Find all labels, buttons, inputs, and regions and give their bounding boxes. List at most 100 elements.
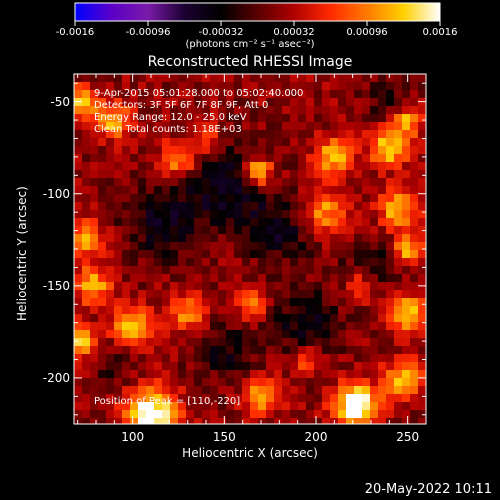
- heatmap-cell: [138, 170, 147, 179]
- heatmap-cell: [258, 266, 267, 275]
- heatmap-cell: [322, 210, 331, 219]
- heatmap-cell: [418, 378, 426, 387]
- heatmap-cell: [370, 122, 379, 131]
- heatmap-cell: [202, 218, 211, 227]
- heatmap-cell: [170, 202, 179, 211]
- heatmap-cell: [354, 242, 363, 251]
- heatmap-cell: [170, 234, 179, 243]
- heatmap-cell: [186, 282, 195, 291]
- heatmap-cell: [314, 154, 323, 163]
- heatmap-cell: [250, 130, 259, 139]
- heatmap-cell: [330, 98, 339, 107]
- heatmap-cell: [218, 266, 227, 275]
- heatmap-cell: [266, 114, 275, 123]
- heatmap-cell: [418, 162, 426, 171]
- heatmap-cell: [162, 418, 171, 424]
- heatmap-cell: [130, 266, 139, 275]
- heatmap-cell: [346, 378, 355, 387]
- heatmap-cell: [178, 290, 187, 299]
- heatmap-cell: [154, 146, 163, 155]
- heatmap-cell: [394, 258, 403, 267]
- heatmap-cell: [106, 354, 115, 363]
- heatmap-cell: [146, 274, 155, 283]
- heatmap-cell: [114, 178, 123, 187]
- heatmap-cell: [330, 314, 339, 323]
- heatmap-cell: [346, 154, 355, 163]
- heatmap-cell: [210, 146, 219, 155]
- heatmap-cell: [146, 90, 155, 99]
- heatmap-cell: [178, 146, 187, 155]
- heatmap-cell: [314, 202, 323, 211]
- heatmap-cell: [314, 274, 323, 283]
- heatmap-cell: [194, 258, 203, 267]
- heatmap-cell: [178, 282, 187, 291]
- heatmap-cell: [282, 74, 291, 83]
- colorbar-units-label: (photons cm⁻² s⁻¹ asec⁻²): [185, 39, 315, 50]
- heatmap-cell: [210, 114, 219, 123]
- heatmap-cell: [370, 170, 379, 179]
- heatmap-cell: [274, 154, 283, 163]
- heatmap-cell: [178, 298, 187, 307]
- heatmap-cell: [338, 90, 347, 99]
- heatmap-cell: [170, 114, 179, 123]
- heatmap-cell: [378, 250, 387, 259]
- heatmap-cell: [130, 250, 139, 259]
- heatmap-cell: [402, 322, 411, 331]
- heatmap-cell: [322, 274, 331, 283]
- heatmap-cell: [306, 162, 315, 171]
- heatmap-cell: [250, 290, 259, 299]
- heatmap-cell: [354, 162, 363, 171]
- heatmap-cell: [210, 186, 219, 195]
- y-axis-label: Heliocentric Y (arcsec): [15, 186, 29, 321]
- colorbar-tick-label: 0.0016: [422, 27, 458, 38]
- heatmap-cell: [314, 362, 323, 371]
- heatmap-cell: [370, 298, 379, 307]
- heatmap-cell: [202, 226, 211, 235]
- heatmap-cell: [202, 410, 211, 419]
- heatmap-cell: [274, 250, 283, 259]
- heatmap-cell: [274, 82, 283, 91]
- heatmap-cell: [322, 90, 331, 99]
- heatmap-cell: [74, 154, 83, 163]
- heatmap-cell: [138, 306, 147, 315]
- heatmap-cell: [394, 250, 403, 259]
- heatmap-cell: [138, 298, 147, 307]
- heatmap-cell: [202, 346, 211, 355]
- heatmap-cell: [274, 178, 283, 187]
- heatmap-cell: [266, 410, 275, 419]
- heatmap-cell: [298, 194, 307, 203]
- heatmap-cell: [138, 178, 147, 187]
- heatmap-cell: [250, 338, 259, 347]
- heatmap-cell: [370, 154, 379, 163]
- heatmap-cell: [330, 394, 339, 403]
- heatmap-cell: [418, 322, 426, 331]
- heatmap-cell: [74, 218, 83, 227]
- heatmap-cell: [274, 394, 283, 403]
- heatmap-cell: [250, 106, 259, 115]
- heatmap-cell: [322, 114, 331, 123]
- heatmap-cell: [346, 218, 355, 227]
- heatmap-cell: [98, 418, 107, 424]
- heatmap-cell: [74, 290, 83, 299]
- heatmap-cell: [226, 322, 235, 331]
- heatmap-cell: [338, 298, 347, 307]
- heatmap-cell: [250, 330, 259, 339]
- heatmap-cell: [234, 338, 243, 347]
- heatmap-cell: [378, 330, 387, 339]
- heatmap-cell: [418, 250, 426, 259]
- heatmap-cell: [234, 282, 243, 291]
- heatmap-cell: [114, 370, 123, 379]
- heatmap-cell: [250, 402, 259, 411]
- heatmap-cell: [386, 82, 395, 91]
- heatmap-cell: [402, 146, 411, 155]
- heatmap-cell: [346, 106, 355, 115]
- heatmap-cell: [186, 290, 195, 299]
- heatmap-cell: [90, 218, 99, 227]
- heatmap-cell: [410, 322, 419, 331]
- heatmap-cell: [154, 354, 163, 363]
- heatmap-cell: [162, 378, 171, 387]
- heatmap-cell: [202, 338, 211, 347]
- heatmap-cell: [418, 274, 426, 283]
- heatmap-cell: [234, 98, 243, 107]
- heatmap-cell: [186, 418, 195, 424]
